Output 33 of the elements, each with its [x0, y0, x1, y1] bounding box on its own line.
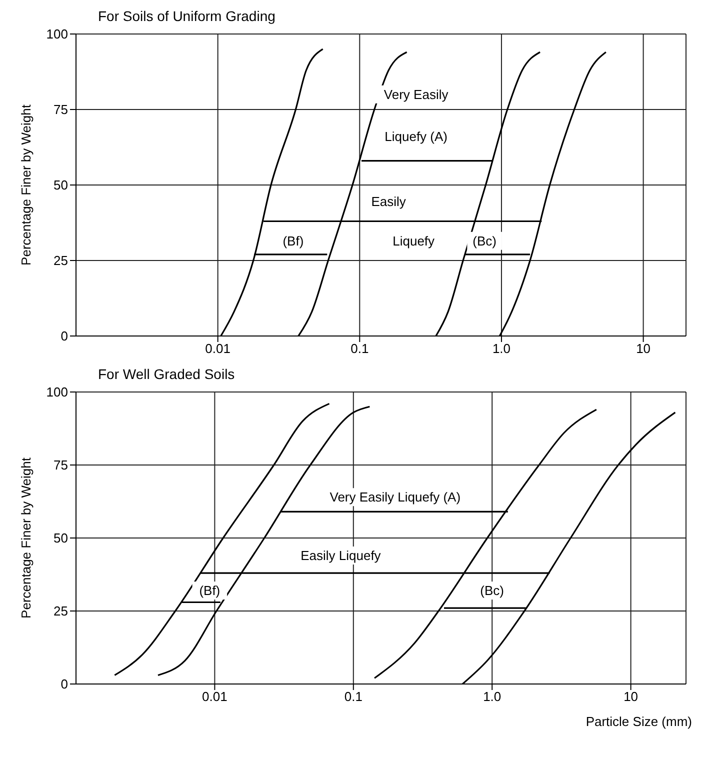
x-tick-label: 0.01: [205, 341, 230, 356]
chart-title: For Soils of Uniform Grading: [97, 8, 276, 26]
y-axis-title: Percentage Finer by Weight: [18, 457, 34, 618]
annotation: (Bf): [282, 233, 304, 248]
x-tick-label: 0.1: [344, 689, 362, 704]
y-tick-label: 25: [54, 604, 68, 619]
x-tick-label: 1.0: [492, 341, 511, 356]
chart-title: For Well Graded Soils: [97, 366, 236, 384]
x-tick-label: 10: [624, 689, 638, 704]
annotation: (Bf): [199, 583, 220, 598]
y-tick-label: 75: [54, 102, 68, 118]
x-axis-title: Particle Size (mm): [586, 714, 692, 729]
annotation: Very Easily Liquefy (A): [330, 490, 461, 505]
annotation: Easily: [371, 194, 406, 210]
x-tick-label: 0.01: [202, 689, 228, 704]
y-tick-label: 50: [54, 530, 68, 546]
annotation: Liquefy: [392, 233, 436, 248]
y-tick-label: 0: [60, 676, 68, 692]
x-tick-label: 0.1: [350, 341, 369, 356]
annotation: (Bc): [480, 583, 504, 598]
y-tick-label: 50: [54, 178, 68, 193]
annotation: Very Easily: [384, 86, 449, 102]
y-axis-title: Percentage Finer by Weight: [18, 104, 34, 266]
y-tick-label: 100: [46, 384, 68, 400]
y-tick-label: 75: [54, 458, 68, 473]
annotation: (Bc): [472, 233, 496, 248]
annotation: Easily Liquefy: [300, 548, 382, 564]
x-tick-label: 10: [636, 341, 651, 356]
annotation: Liquefy (A): [384, 129, 448, 144]
x-tick-label: 1.0: [483, 689, 502, 704]
y-tick-label: 25: [54, 253, 68, 268]
y-tick-label: 0: [60, 328, 68, 344]
y-tick-label: 100: [46, 26, 68, 42]
